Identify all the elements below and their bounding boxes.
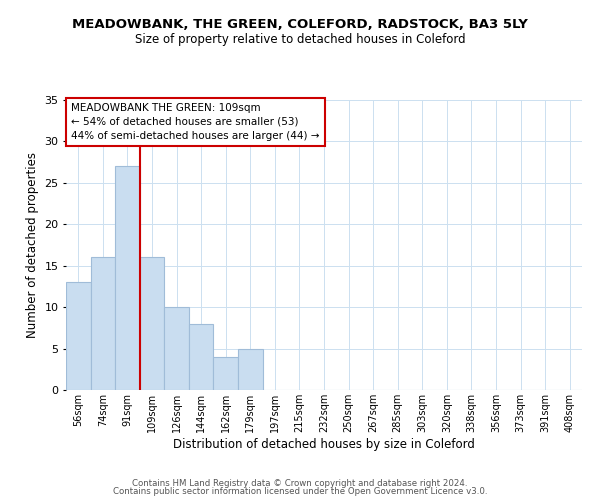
Text: Size of property relative to detached houses in Coleford: Size of property relative to detached ho… [134,32,466,46]
X-axis label: Distribution of detached houses by size in Coleford: Distribution of detached houses by size … [173,438,475,450]
Bar [140,258,164,390]
Text: MEADOWBANK THE GREEN: 109sqm
← 54% of detached houses are smaller (53)
44% of se: MEADOWBANK THE GREEN: 109sqm ← 54% of de… [71,103,320,141]
Bar [164,307,189,390]
Bar [214,357,238,390]
Text: MEADOWBANK, THE GREEN, COLEFORD, RADSTOCK, BA3 5LY: MEADOWBANK, THE GREEN, COLEFORD, RADSTOC… [72,18,528,30]
Bar [91,258,115,390]
Text: Contains public sector information licensed under the Open Government Licence v3: Contains public sector information licen… [113,487,487,496]
Bar [115,166,140,390]
Bar [66,282,91,390]
Y-axis label: Number of detached properties: Number of detached properties [26,152,38,338]
Bar [189,324,214,390]
Text: Contains HM Land Registry data © Crown copyright and database right 2024.: Contains HM Land Registry data © Crown c… [132,478,468,488]
Bar [238,348,263,390]
